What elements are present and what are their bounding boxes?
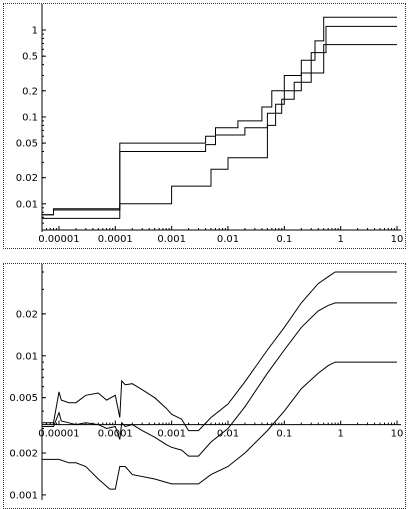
x-tick-label: 0.0001: [98, 234, 133, 245]
y-tick-label: 0.002: [9, 449, 38, 460]
chart-panel-bottom: 0.001 0.002 0.005 0.01 0.02 0.00001 0.0001 0.00…: [3, 263, 406, 509]
x-tick-label: 1: [337, 429, 343, 440]
y-tick-label: 0.5: [22, 52, 38, 63]
chart-panel-top: 0.01 0.02 0.05 0.1 0.2 0.5 1 0.00001 0.0001 0.001…: [3, 3, 406, 249]
series-line-3: [42, 361, 397, 490]
y-tick-label: 0.01: [16, 351, 38, 362]
chart-bottom: 0.001 0.002 0.005 0.01 0.02 0.00001 0.0001 0.00…: [9, 264, 404, 501]
series-line-3: [42, 44, 397, 219]
x-tick-label: 0.1: [276, 429, 292, 440]
y-tick-label: 0.005: [9, 393, 38, 404]
y-tick-label: 0.01: [16, 199, 38, 210]
y-tick-label: 0.02: [16, 173, 38, 184]
y-tick-label: 1: [32, 26, 38, 37]
x-tick-label: 1: [337, 234, 343, 245]
series-line-1: [42, 271, 397, 432]
x-tick-label: 0.01: [217, 429, 239, 440]
x-tick-label: 0.001: [157, 429, 186, 440]
x-tick-label: 0.001: [157, 234, 186, 245]
x-tick-label: 10: [391, 234, 404, 245]
y-tick-label: 0.1: [22, 112, 38, 123]
series-line-2: [42, 25, 397, 216]
x-tick-label: 0.01: [217, 234, 239, 245]
series-line-2: [42, 302, 397, 457]
series-line-1: [42, 16, 397, 216]
x-tick-label: 0.0001: [98, 429, 133, 440]
y-tick-label: 0.001: [9, 490, 38, 501]
x-tick-label: 0.00001: [38, 429, 79, 440]
x-tick-label: 0.1: [276, 234, 292, 245]
x-tick-label: 0.00001: [38, 234, 79, 245]
y-tick-label: 0.05: [16, 139, 38, 150]
y-tick-label: 0.2: [22, 86, 38, 97]
y-tick-label: 0.02: [16, 309, 38, 320]
chart-top: 0.01 0.02 0.05 0.1 0.2 0.5 1 0.00001 0.0001 0.001…: [16, 4, 404, 245]
x-tick-label: 10: [391, 429, 404, 440]
